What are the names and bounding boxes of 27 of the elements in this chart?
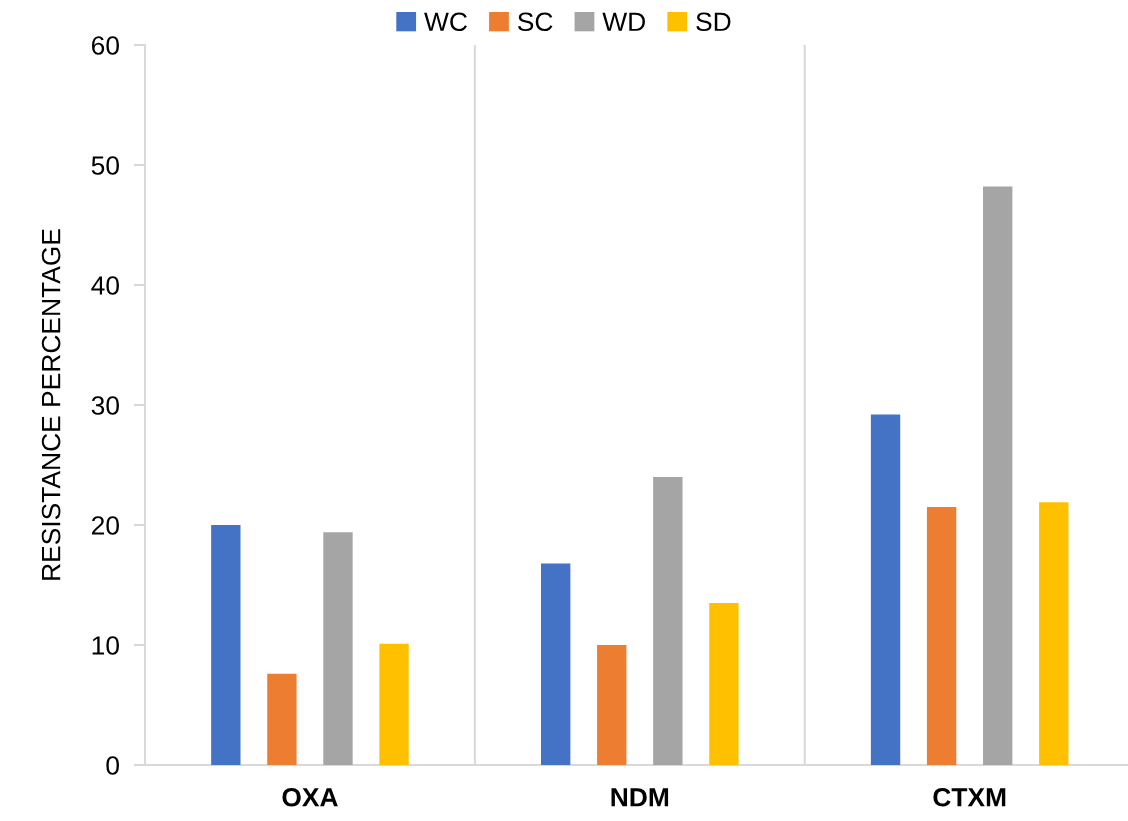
bar: [1039, 502, 1069, 765]
bar: [267, 673, 297, 765]
y-tick-label: 40: [91, 276, 119, 295]
bar: [379, 643, 409, 765]
bar: [541, 563, 571, 765]
y-tick-label: 0: [106, 756, 119, 775]
bar: [926, 507, 957, 765]
y-tick-label: 50: [91, 156, 119, 175]
legend-label: SD: [696, 12, 731, 32]
legend-label: WD: [602, 12, 645, 31]
y-tick-label: 30: [91, 396, 119, 415]
y-tick-label: 10: [92, 636, 119, 655]
bar: [653, 477, 683, 765]
x-tick-label: CTXM: [933, 787, 1006, 807]
x-tick-label: NDM: [611, 788, 669, 807]
legend-label: SC: [517, 12, 553, 32]
bar: [983, 186, 1013, 765]
bar: [709, 603, 739, 765]
bar: [597, 645, 627, 765]
bar: [323, 532, 353, 765]
x-tick-label: OXA: [282, 787, 338, 807]
bar: [211, 525, 241, 765]
y-tick-label: 20: [91, 516, 119, 535]
bar: [870, 414, 901, 765]
y-axis-title: RESISTANCE PERCENTAGE: [41, 229, 61, 580]
legend-label: WC: [424, 12, 467, 32]
y-tick-label: 60: [91, 36, 119, 55]
